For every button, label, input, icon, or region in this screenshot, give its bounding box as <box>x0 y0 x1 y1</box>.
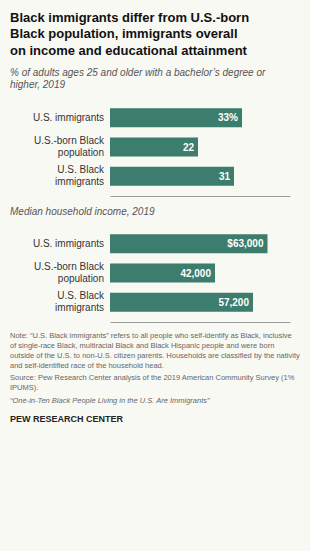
note: “One-in-Ten Black People Living in the U… <box>10 396 300 406</box>
bar <box>110 108 242 127</box>
tick: U.S.-born Blackpopulation <box>34 135 105 158</box>
tick: U.S. immigrants <box>33 238 104 249</box>
axis-line <box>111 196 291 197</box>
bar-chart: U.S. immigrants U.S.-born Blackpopulation… <box>10 94 300 202</box>
footer: PEW RESEARCH CENTER <box>10 414 300 424</box>
data-label: 42,000 <box>180 268 211 279</box>
note: Note: “U.S. Black immigrants” refers to … <box>10 331 300 370</box>
chart-subtitle: Median household income, 2019 <box>10 206 300 219</box>
note: Source: Pew Research Center analysis of … <box>10 373 300 393</box>
bar <box>110 166 234 185</box>
plot-area: U.S. immigrants U.S.-born Blackpopulation… <box>33 234 291 322</box>
category-label: U.S. Blackimmigrants <box>55 291 105 314</box>
category-label: U.S. immigrants <box>33 238 104 249</box>
data-label: $63,000 <box>227 238 264 249</box>
tick: U.S. Blackimmigrants <box>55 291 105 314</box>
category-label: U.S. immigrants <box>33 112 104 123</box>
bar-chart: U.S. immigrants U.S.-born Blackpopulation… <box>10 220 300 328</box>
chart-subtitle: % of adults ages 25 and older with a bac… <box>10 67 300 92</box>
category-axis: U.S. immigrants U.S.-born Blackpopulation… <box>33 238 105 314</box>
bar <box>110 293 253 312</box>
bar <box>110 137 198 156</box>
value-axis <box>111 196 291 197</box>
tick: U.S. Blackimmigrants <box>55 164 105 187</box>
category-axis: U.S. immigrants U.S.-born Blackpopulation… <box>33 112 105 188</box>
data-label: 22 <box>183 141 195 152</box>
bar <box>110 264 215 283</box>
data-labels: $63,000 42,000 57,200 <box>180 238 264 308</box>
plot-area: U.S. immigrants U.S.-born Blackpopulation… <box>33 108 291 196</box>
category-label: U.S.-born Blackpopulation <box>34 135 105 158</box>
bar <box>110 234 268 253</box>
chart-title: Black immigrants differ from U.S.-born B… <box>10 10 300 59</box>
tick: U.S.-born Blackpopulation <box>34 261 105 284</box>
data-label: 57,200 <box>218 297 249 308</box>
category-label: U.S. Blackimmigrants <box>55 164 105 187</box>
value-axis <box>111 322 291 323</box>
category-label: U.S.-born Blackpopulation <box>34 261 105 284</box>
bars <box>110 234 268 312</box>
data-labels: 33% 22 31 <box>183 112 238 182</box>
data-label: 31 <box>219 171 231 182</box>
bars <box>110 108 242 186</box>
data-label: 33% <box>218 112 238 123</box>
tick: U.S. immigrants <box>33 112 104 123</box>
axis-line <box>111 322 291 323</box>
